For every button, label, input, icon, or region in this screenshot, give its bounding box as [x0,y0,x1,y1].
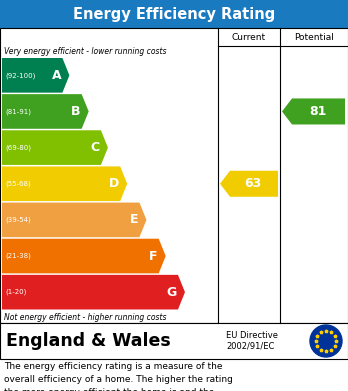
Text: (39-54): (39-54) [5,217,31,223]
Text: B: B [71,105,81,118]
Text: C: C [91,141,100,154]
Polygon shape [2,94,89,129]
Text: (92-100): (92-100) [5,72,35,79]
Bar [0,323,348,359]
Text: 81: 81 [309,105,326,118]
Text: (55-68): (55-68) [5,181,31,187]
Text: (81-91): (81-91) [5,108,31,115]
Polygon shape [2,275,185,310]
Polygon shape [282,99,345,124]
Text: England & Wales: England & Wales [6,332,171,350]
Text: EU Directive: EU Directive [226,332,278,341]
Text: 2002/91/EC: 2002/91/EC [226,341,274,350]
Text: A: A [52,69,61,82]
Text: E: E [130,213,139,226]
Circle shape [310,325,342,357]
Text: (69-80): (69-80) [5,144,31,151]
Text: Very energy efficient - lower running costs: Very energy efficient - lower running co… [4,47,166,57]
Polygon shape [2,130,108,165]
Polygon shape [220,171,278,197]
Text: 63: 63 [244,177,262,190]
Text: Potential: Potential [294,32,334,41]
Text: Not energy efficient - higher running costs: Not energy efficient - higher running co… [4,312,166,321]
Text: (21-38): (21-38) [5,253,31,259]
Bar [0,0,348,28]
Text: F: F [149,249,158,262]
Polygon shape [2,203,147,237]
Polygon shape [2,167,127,201]
Text: D: D [109,177,119,190]
Text: The energy efficiency rating is a measure of the
overall efficiency of a home. T: The energy efficiency rating is a measur… [4,362,233,391]
Polygon shape [2,239,166,273]
Text: Current: Current [232,32,266,41]
Text: G: G [167,286,177,299]
Text: Energy Efficiency Rating: Energy Efficiency Rating [73,7,275,22]
Text: (1-20): (1-20) [5,289,26,296]
Bar [0,28,348,323]
Polygon shape [2,58,69,93]
